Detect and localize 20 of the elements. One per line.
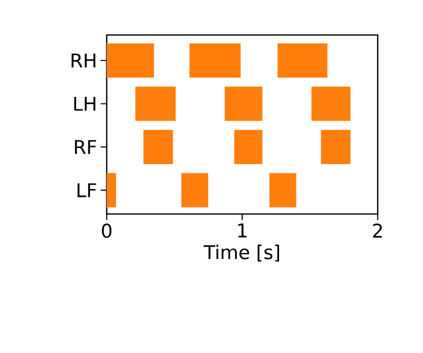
bar	[234, 130, 263, 164]
x-axis-title: Time [s]	[204, 244, 280, 262]
y-tick-label: LH	[74, 96, 96, 111]
bar	[269, 172, 297, 208]
bar	[143, 130, 174, 164]
y-tick-label: RF	[75, 140, 96, 154]
y-tick-label: RH	[72, 54, 96, 68]
bar	[106, 172, 116, 208]
bar	[106, 43, 154, 78]
y-tick-label: LF	[78, 183, 96, 198]
bar	[277, 43, 328, 78]
x-tick-label: 2	[373, 224, 382, 238]
bar	[311, 86, 351, 122]
bar	[135, 86, 176, 122]
bar	[224, 86, 263, 122]
x-tick-label: 0	[102, 224, 112, 238]
bar	[189, 43, 241, 78]
bar	[320, 130, 351, 164]
x-tick-label: 1	[238, 224, 246, 238]
bar	[181, 172, 208, 208]
